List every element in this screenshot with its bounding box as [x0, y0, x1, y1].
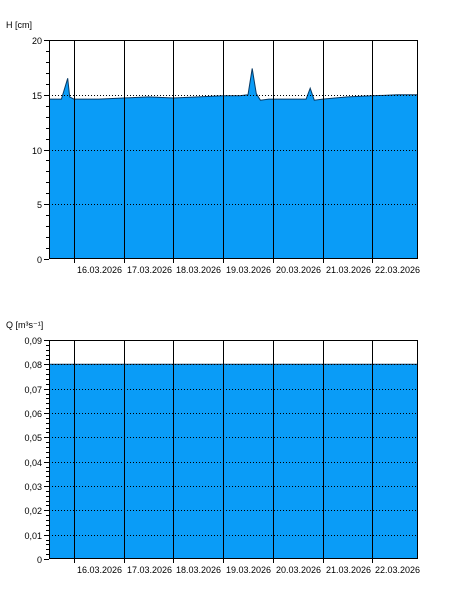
h-chart: 0 5 10 15 20 16.03.2026 17.03.2026 18.03.2026 19…: [6, 20, 420, 275]
q-chart: 0 0,01 0,02 0,03 0,04 0,05 0,06 0,07 0,08 0,09 16.…: [6, 320, 420, 575]
h-chart-xtick-label: 20.03.2026: [276, 265, 321, 275]
q-chart-ytick-label: 0,08: [24, 360, 42, 370]
h-chart-xtick-label: 17.03.2026: [127, 265, 172, 275]
q-chart-ytick-label: 0,02: [24, 506, 42, 516]
h-chart-series-line: [49, 68, 418, 101]
q-chart-ytick-label: 0,01: [24, 531, 42, 541]
q-chart-frame: [49, 340, 418, 559]
h-chart-ytick-label: 10: [32, 146, 42, 156]
q-chart-ytick-label: 0,07: [24, 385, 42, 395]
q-chart-xtick-label: 20.03.2026: [276, 565, 321, 575]
h-chart-xtick-label: 21.03.2026: [326, 265, 371, 275]
q-chart-series-area: [49, 364, 418, 559]
h-chart-xtick-label: 16.03.2026: [77, 265, 122, 275]
q-chart-ytick-label: 0,04: [24, 458, 42, 468]
h-chart-frame: [49, 40, 418, 259]
q-chart-ytick-label: 0: [37, 555, 42, 565]
q-chart-xtick-label: 21.03.2026: [326, 565, 371, 575]
h-chart-ylabel: H [cm]: [6, 20, 32, 30]
q-chart-ylabel: Q [m³s⁻¹]: [6, 320, 43, 330]
h-chart-xtick-label: 19.03.2026: [226, 265, 271, 275]
q-chart-ytick-label: 0,05: [24, 433, 42, 443]
q-chart-xtick-label: 17.03.2026: [127, 565, 172, 575]
h-chart-ytick-label: 15: [32, 91, 42, 101]
q-chart-ytick-label: 0,09: [24, 336, 42, 346]
h-chart-ytick-label: 0: [37, 255, 42, 265]
h-chart-series-area: [49, 68, 418, 259]
q-chart-ytick-label: 0,06: [24, 409, 42, 419]
q-chart-xtick-label: 16.03.2026: [77, 565, 122, 575]
q-chart-xtick-label: 22.03.2026: [375, 565, 420, 575]
q-chart-xtick-label: 18.03.2026: [176, 565, 221, 575]
h-chart-xtick-label: 18.03.2026: [176, 265, 221, 275]
q-chart-ytick-label: 0,03: [24, 482, 42, 492]
q-chart-xtick-label: 19.03.2026: [226, 565, 271, 575]
h-chart-ytick-label: 20: [32, 36, 42, 46]
h-chart-ytick-label: 5: [37, 200, 42, 210]
h-chart-xtick-label: 22.03.2026: [375, 265, 420, 275]
